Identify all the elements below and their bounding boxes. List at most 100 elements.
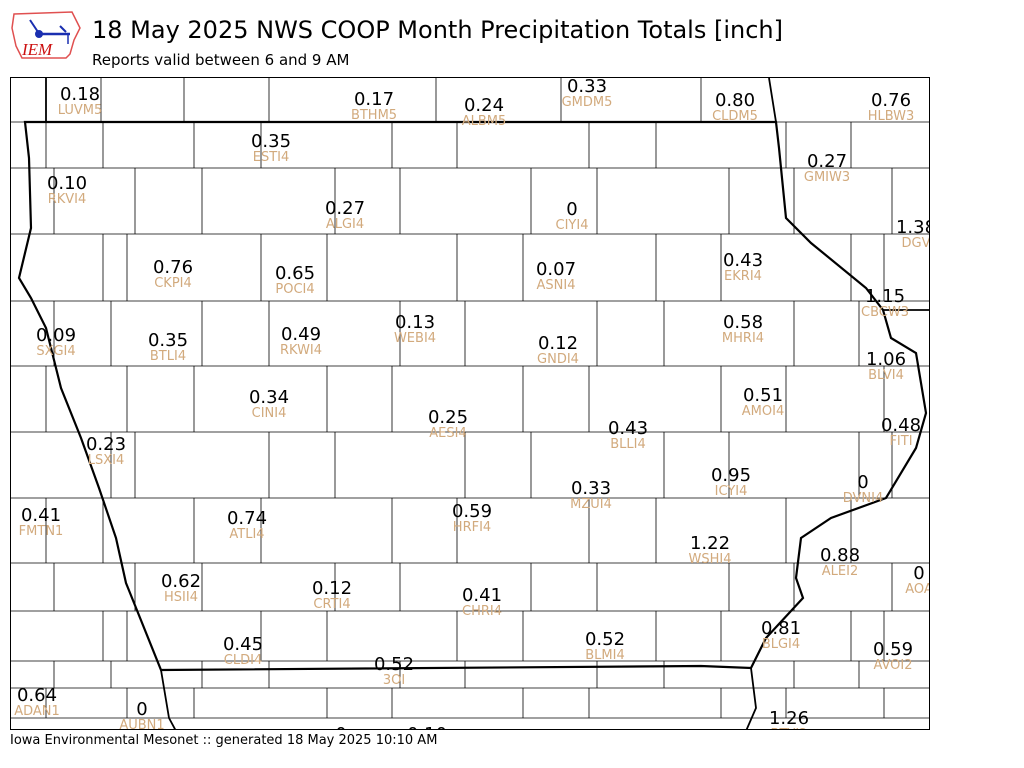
station-marker: 0.35 BTLI4 <box>148 332 188 364</box>
station-marker: 0.43 EKRI4 <box>723 252 763 284</box>
station-marker: 0.74 ATLI4 <box>227 510 267 542</box>
station-id: ASNI4 <box>536 278 576 293</box>
station-marker: 0 AUBN1 <box>119 701 164 730</box>
precip-value: 1.15 <box>864 286 906 307</box>
precip-value: 0.18 <box>59 84 101 105</box>
station-marker: 0.34 CINI4 <box>249 389 289 421</box>
precip-value: 1.22 <box>689 533 731 554</box>
precip-value: 0.33 <box>570 478 612 499</box>
station-id: ALGI4 <box>325 217 365 232</box>
station-marker: 0.27 GMIW3 <box>804 153 850 185</box>
iowa-state-border <box>17 120 928 672</box>
precip-value: 0.27 <box>324 198 366 219</box>
station-id: BTYI2 <box>769 728 809 730</box>
station-id: BTLI4 <box>149 349 187 364</box>
precipitation-map: 0.18 LUVM5 0.17 BTHM5 0.24 ALBM5 0.33 GMDM5 0.80… <box>10 77 930 730</box>
station-id: MHRI4 <box>721 331 765 346</box>
station-marker: 0.95 ICYI4 <box>711 467 751 499</box>
precip-value: 0.43 <box>607 418 649 439</box>
precip-value: 0.95 <box>710 465 752 486</box>
station-id: GNDI4 <box>537 352 579 367</box>
station-id: CRTI4 <box>313 597 351 612</box>
station-id: CINI4 <box>251 406 287 421</box>
state-border-west <box>45 78 176 729</box>
station-marker: 0.48 FITI <box>881 417 921 449</box>
precip-value: 0.13 <box>394 312 436 333</box>
iem-logo: IEM <box>8 6 88 62</box>
station-marker: 0.76 HLBW3 <box>868 92 915 124</box>
precip-value: 0.12 <box>311 578 353 599</box>
station-marker: 0.10 RKVI4 <box>47 175 87 207</box>
precip-value: 0.52 <box>584 629 626 650</box>
precip-value: 0.65 <box>274 263 316 284</box>
station-id: RKVI4 <box>47 192 87 207</box>
station-marker: 0.17 BTHM5 <box>351 91 397 123</box>
precip-value: 0.43 <box>722 250 764 271</box>
station-id: BLVI4 <box>868 368 904 383</box>
station-id: BLGI4 <box>761 637 801 652</box>
station-id: GMIW3 <box>803 170 851 185</box>
station-id: BLMI4 <box>585 648 625 663</box>
precip-value: 0.10 <box>407 726 447 730</box>
station-marker: 0.24 ALBM5 <box>462 97 507 129</box>
station-id: ALEI2 <box>821 564 859 579</box>
station-id: MZUI4 <box>570 497 612 512</box>
station-id: FITI <box>889 434 913 449</box>
station-id: AESI4 <box>429 426 467 441</box>
station-marker: 0.65 POCI4 <box>275 265 315 297</box>
station-id: AVOI2 <box>873 658 913 673</box>
station-marker: 0.64 ADAN1 <box>14 687 60 719</box>
precip-value: 1.26 <box>768 708 810 729</box>
precip-value: 0.80 <box>714 90 756 111</box>
station-id: GMDM5 <box>561 95 613 110</box>
station-id: ALBM5 <box>461 114 507 129</box>
station-marker: 0 <box>335 726 346 730</box>
station-id: BLLI4 <box>610 437 646 452</box>
station-marker: 0.62 HSII4 <box>161 573 201 605</box>
station-id: ATLI4 <box>229 527 265 542</box>
station-id: CKPI4 <box>154 276 192 291</box>
precip-value: 0.76 <box>870 90 912 111</box>
station-id: 3OI <box>382 673 406 688</box>
county-lines <box>11 78 929 719</box>
station-marker: 0.45 CLDI4 <box>223 636 263 668</box>
station-marker: 0.09 SXGI4 <box>36 327 76 359</box>
county-boundaries <box>11 78 929 729</box>
station-marker: 0.41 CHRI4 <box>462 587 502 619</box>
station-id: ADAN1 <box>14 704 60 719</box>
station-marker: 0.43 BLLI4 <box>608 420 648 452</box>
station-marker: 0.12 GNDI4 <box>537 335 579 367</box>
station-marker: 0 CIYI4 <box>556 201 589 233</box>
station-marker: 0.49 RKWI4 <box>280 326 322 358</box>
station-marker: 0.59 AVOI2 <box>873 641 913 673</box>
footer-credit: Iowa Environmental Mesonet :: generated … <box>10 733 438 748</box>
precip-value: 0.58 <box>722 312 764 333</box>
station-id: HRFI4 <box>452 520 492 535</box>
station-marker: 0.59 HRFI4 <box>452 503 492 535</box>
precip-value: 0.49 <box>280 324 322 345</box>
precip-value: 0.52 <box>373 654 415 675</box>
station-id: AOA <box>905 582 929 597</box>
station-id: CHRI4 <box>461 604 502 619</box>
station-id: CLDM5 <box>712 109 758 124</box>
station-id: EKRI4 <box>724 269 762 284</box>
station-marker: 1.15 CBCW3 <box>861 288 909 320</box>
station-marker: 0.10 <box>407 726 447 730</box>
precip-value: 0 <box>335 726 346 730</box>
station-id: SXGI4 <box>36 344 76 359</box>
precip-value: 0.09 <box>35 325 77 346</box>
precip-value: 0.81 <box>760 618 802 639</box>
precip-value: 0 <box>857 472 869 493</box>
precip-value: 0.35 <box>147 330 189 351</box>
station-marker: 1.22 WSHI4 <box>689 535 732 567</box>
station-marker: 0.88 ALEI2 <box>820 547 860 579</box>
precip-value: 0.10 <box>46 173 88 194</box>
precip-value: 0.33 <box>566 77 608 97</box>
station-id: AMOI4 <box>741 404 785 419</box>
precip-value: 0.12 <box>537 333 579 354</box>
station-id: CLDI4 <box>223 653 263 668</box>
station-id: FMTN1 <box>18 524 64 539</box>
precip-value: 0 <box>913 563 925 584</box>
station-id: CIYI4 <box>555 218 589 233</box>
precip-value: 0.76 <box>152 257 194 278</box>
